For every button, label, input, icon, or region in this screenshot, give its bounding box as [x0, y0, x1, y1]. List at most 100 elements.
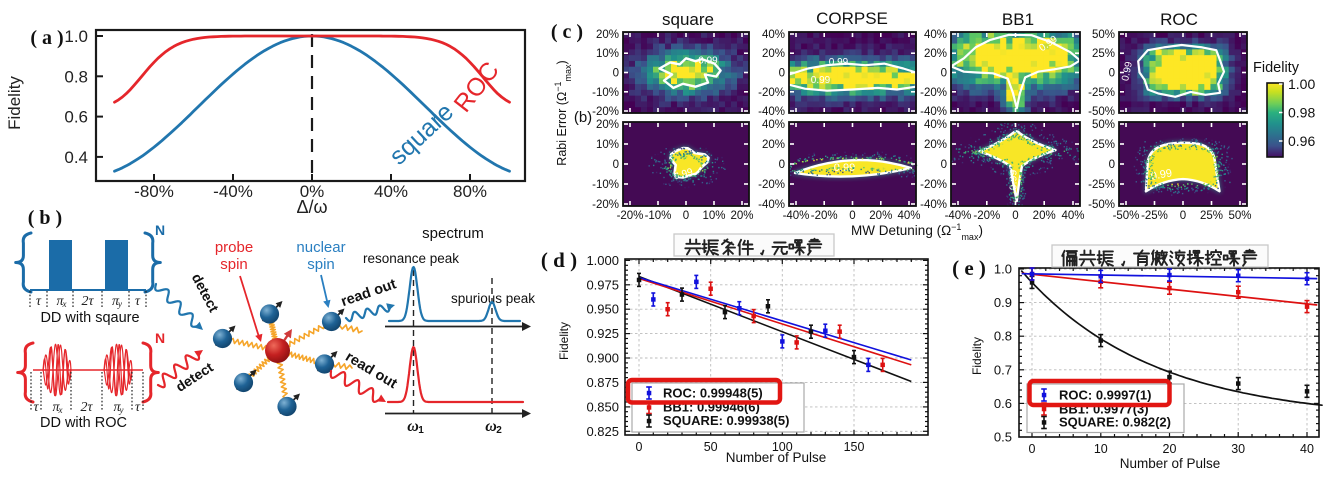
svg-text:20%: 20%	[596, 29, 619, 41]
svg-text:-10%: -10%	[592, 179, 619, 191]
svg-text:0.5: 0.5	[994, 430, 1012, 445]
svg-text:0.850: 0.850	[586, 399, 619, 414]
svg-text:-40%: -40%	[758, 106, 785, 118]
svg-text:resonance peak: resonance peak	[363, 251, 459, 266]
svg-text:150: 150	[844, 440, 865, 454]
svg-text:40%: 40%	[924, 29, 947, 41]
svg-text:-40%: -40%	[213, 182, 253, 201]
svg-text:( d ): ( d )	[541, 248, 577, 272]
svg-text:20%: 20%	[869, 210, 892, 222]
svg-text:20%: 20%	[1033, 210, 1056, 222]
svg-text:spin: spin	[220, 256, 248, 273]
svg-text:ω: ω	[485, 418, 497, 435]
svg-text:(b): (b)	[574, 109, 592, 126]
svg-text:40%: 40%	[374, 182, 408, 201]
svg-text:-20%: -20%	[758, 179, 785, 191]
svg-text:Fidelity: Fidelity	[1253, 60, 1300, 76]
svg-text:20%: 20%	[924, 48, 947, 60]
svg-text:N: N	[155, 222, 165, 238]
svg-text:50: 50	[704, 440, 718, 454]
svg-text:80%: 80%	[453, 182, 487, 201]
svg-text:nuclear: nuclear	[296, 239, 345, 256]
svg-text:0.8: 0.8	[994, 329, 1012, 344]
svg-text:BB1: BB1	[1002, 10, 1034, 29]
svg-text:Number of Pulse: Number of Pulse	[1120, 456, 1221, 471]
svg-text:0: 0	[941, 68, 947, 80]
svg-text:0.6: 0.6	[64, 108, 88, 127]
svg-text:-20%: -20%	[758, 87, 785, 99]
svg-text:MW Detuning (Ω−1max): MW Detuning (Ω−1max)	[851, 222, 983, 242]
svg-text:N: N	[155, 330, 165, 346]
svg-text:-10%: -10%	[592, 87, 619, 99]
svg-text:-40%: -40%	[920, 106, 947, 118]
svg-text:π: π	[56, 294, 64, 309]
svg-text:-20%: -20%	[920, 87, 947, 99]
svg-text:-25%: -25%	[1141, 210, 1168, 222]
svg-text:25%: 25%	[1092, 48, 1115, 60]
svg-text:-40%: -40%	[758, 199, 785, 211]
svg-text:0.99: 0.99	[829, 57, 849, 68]
svg-text:SQUARE: 0.982(2): SQUARE: 0.982(2)	[1059, 415, 1171, 430]
svg-text:0.98: 0.98	[1288, 105, 1315, 121]
svg-text:square: square	[662, 10, 714, 29]
svg-text:τ: τ	[135, 294, 141, 309]
svg-text:0: 0	[636, 440, 643, 454]
svg-text:30: 30	[1231, 442, 1245, 456]
svg-text:0.875: 0.875	[586, 375, 619, 390]
svg-text:10: 10	[1094, 442, 1108, 456]
svg-text:x: x	[58, 405, 63, 415]
svg-text:40%: 40%	[897, 210, 920, 222]
svg-text:Fidelity: Fidelity	[5, 76, 24, 130]
svg-text:20%: 20%	[762, 48, 785, 60]
svg-text:y: y	[119, 405, 124, 415]
svg-text:0: 0	[1109, 68, 1115, 80]
svg-text:0.96: 0.96	[1288, 133, 1315, 149]
svg-text:40%: 40%	[1061, 210, 1084, 222]
svg-text:DD with sqaure: DD with sqaure	[40, 310, 139, 326]
svg-text:τ: τ	[33, 400, 39, 415]
svg-text:0.7: 0.7	[994, 362, 1012, 377]
svg-text:0.925: 0.925	[586, 326, 619, 341]
svg-text:10%: 10%	[596, 139, 619, 151]
svg-text:0.4: 0.4	[64, 148, 88, 167]
svg-text:0.975: 0.975	[586, 277, 619, 292]
svg-text:( c ): ( c )	[551, 21, 583, 43]
svg-text:Δ/ω: Δ/ω	[296, 197, 327, 217]
svg-text:0: 0	[1012, 210, 1018, 222]
svg-text:( a ): ( a )	[30, 27, 63, 49]
svg-text:50%: 50%	[1092, 29, 1115, 41]
svg-text:CORPSE: CORPSE	[816, 9, 888, 28]
svg-text:20%: 20%	[762, 139, 785, 151]
svg-text:2τ: 2τ	[80, 400, 93, 415]
svg-text:0.6: 0.6	[994, 396, 1012, 411]
svg-text:2τ: 2τ	[81, 294, 94, 309]
svg-text:20%: 20%	[596, 119, 619, 131]
svg-text:detect: detect	[189, 271, 223, 315]
svg-text:spectrum: spectrum	[422, 225, 484, 242]
svg-text:0: 0	[779, 159, 785, 171]
svg-text:DD with ROC: DD with ROC	[40, 415, 127, 431]
svg-text:0: 0	[613, 68, 619, 80]
svg-text:ROC: 0.99948(5): ROC: 0.99948(5)	[663, 386, 763, 401]
svg-text:ROC: 0.9997(1): ROC: 0.9997(1)	[1059, 388, 1151, 403]
svg-text:-40%: -40%	[945, 210, 972, 222]
svg-text:0.9: 0.9	[994, 295, 1012, 310]
svg-text:π: π	[112, 294, 120, 309]
svg-text:50%: 50%	[1228, 210, 1251, 222]
svg-text:0: 0	[1029, 442, 1036, 456]
svg-text:π: π	[52, 400, 60, 415]
svg-text:0: 0	[779, 68, 785, 80]
svg-text:0%: 0%	[300, 182, 325, 201]
svg-text:-25%: -25%	[1088, 179, 1115, 191]
svg-text:2: 2	[496, 425, 502, 436]
svg-text:-50%: -50%	[1113, 210, 1140, 222]
svg-text:50%: 50%	[1092, 119, 1115, 131]
svg-text:-20%: -20%	[617, 210, 644, 222]
svg-text:Rabi Error (Ω−1max): Rabi Error (Ω−1max)	[553, 60, 573, 165]
svg-text:-25%: -25%	[1088, 87, 1115, 99]
svg-text:y: y	[117, 299, 122, 309]
svg-text:-80%: -80%	[134, 182, 174, 201]
svg-text:0: 0	[613, 159, 619, 171]
svg-text:-20%: -20%	[973, 210, 1000, 222]
svg-text:40%: 40%	[762, 119, 785, 131]
